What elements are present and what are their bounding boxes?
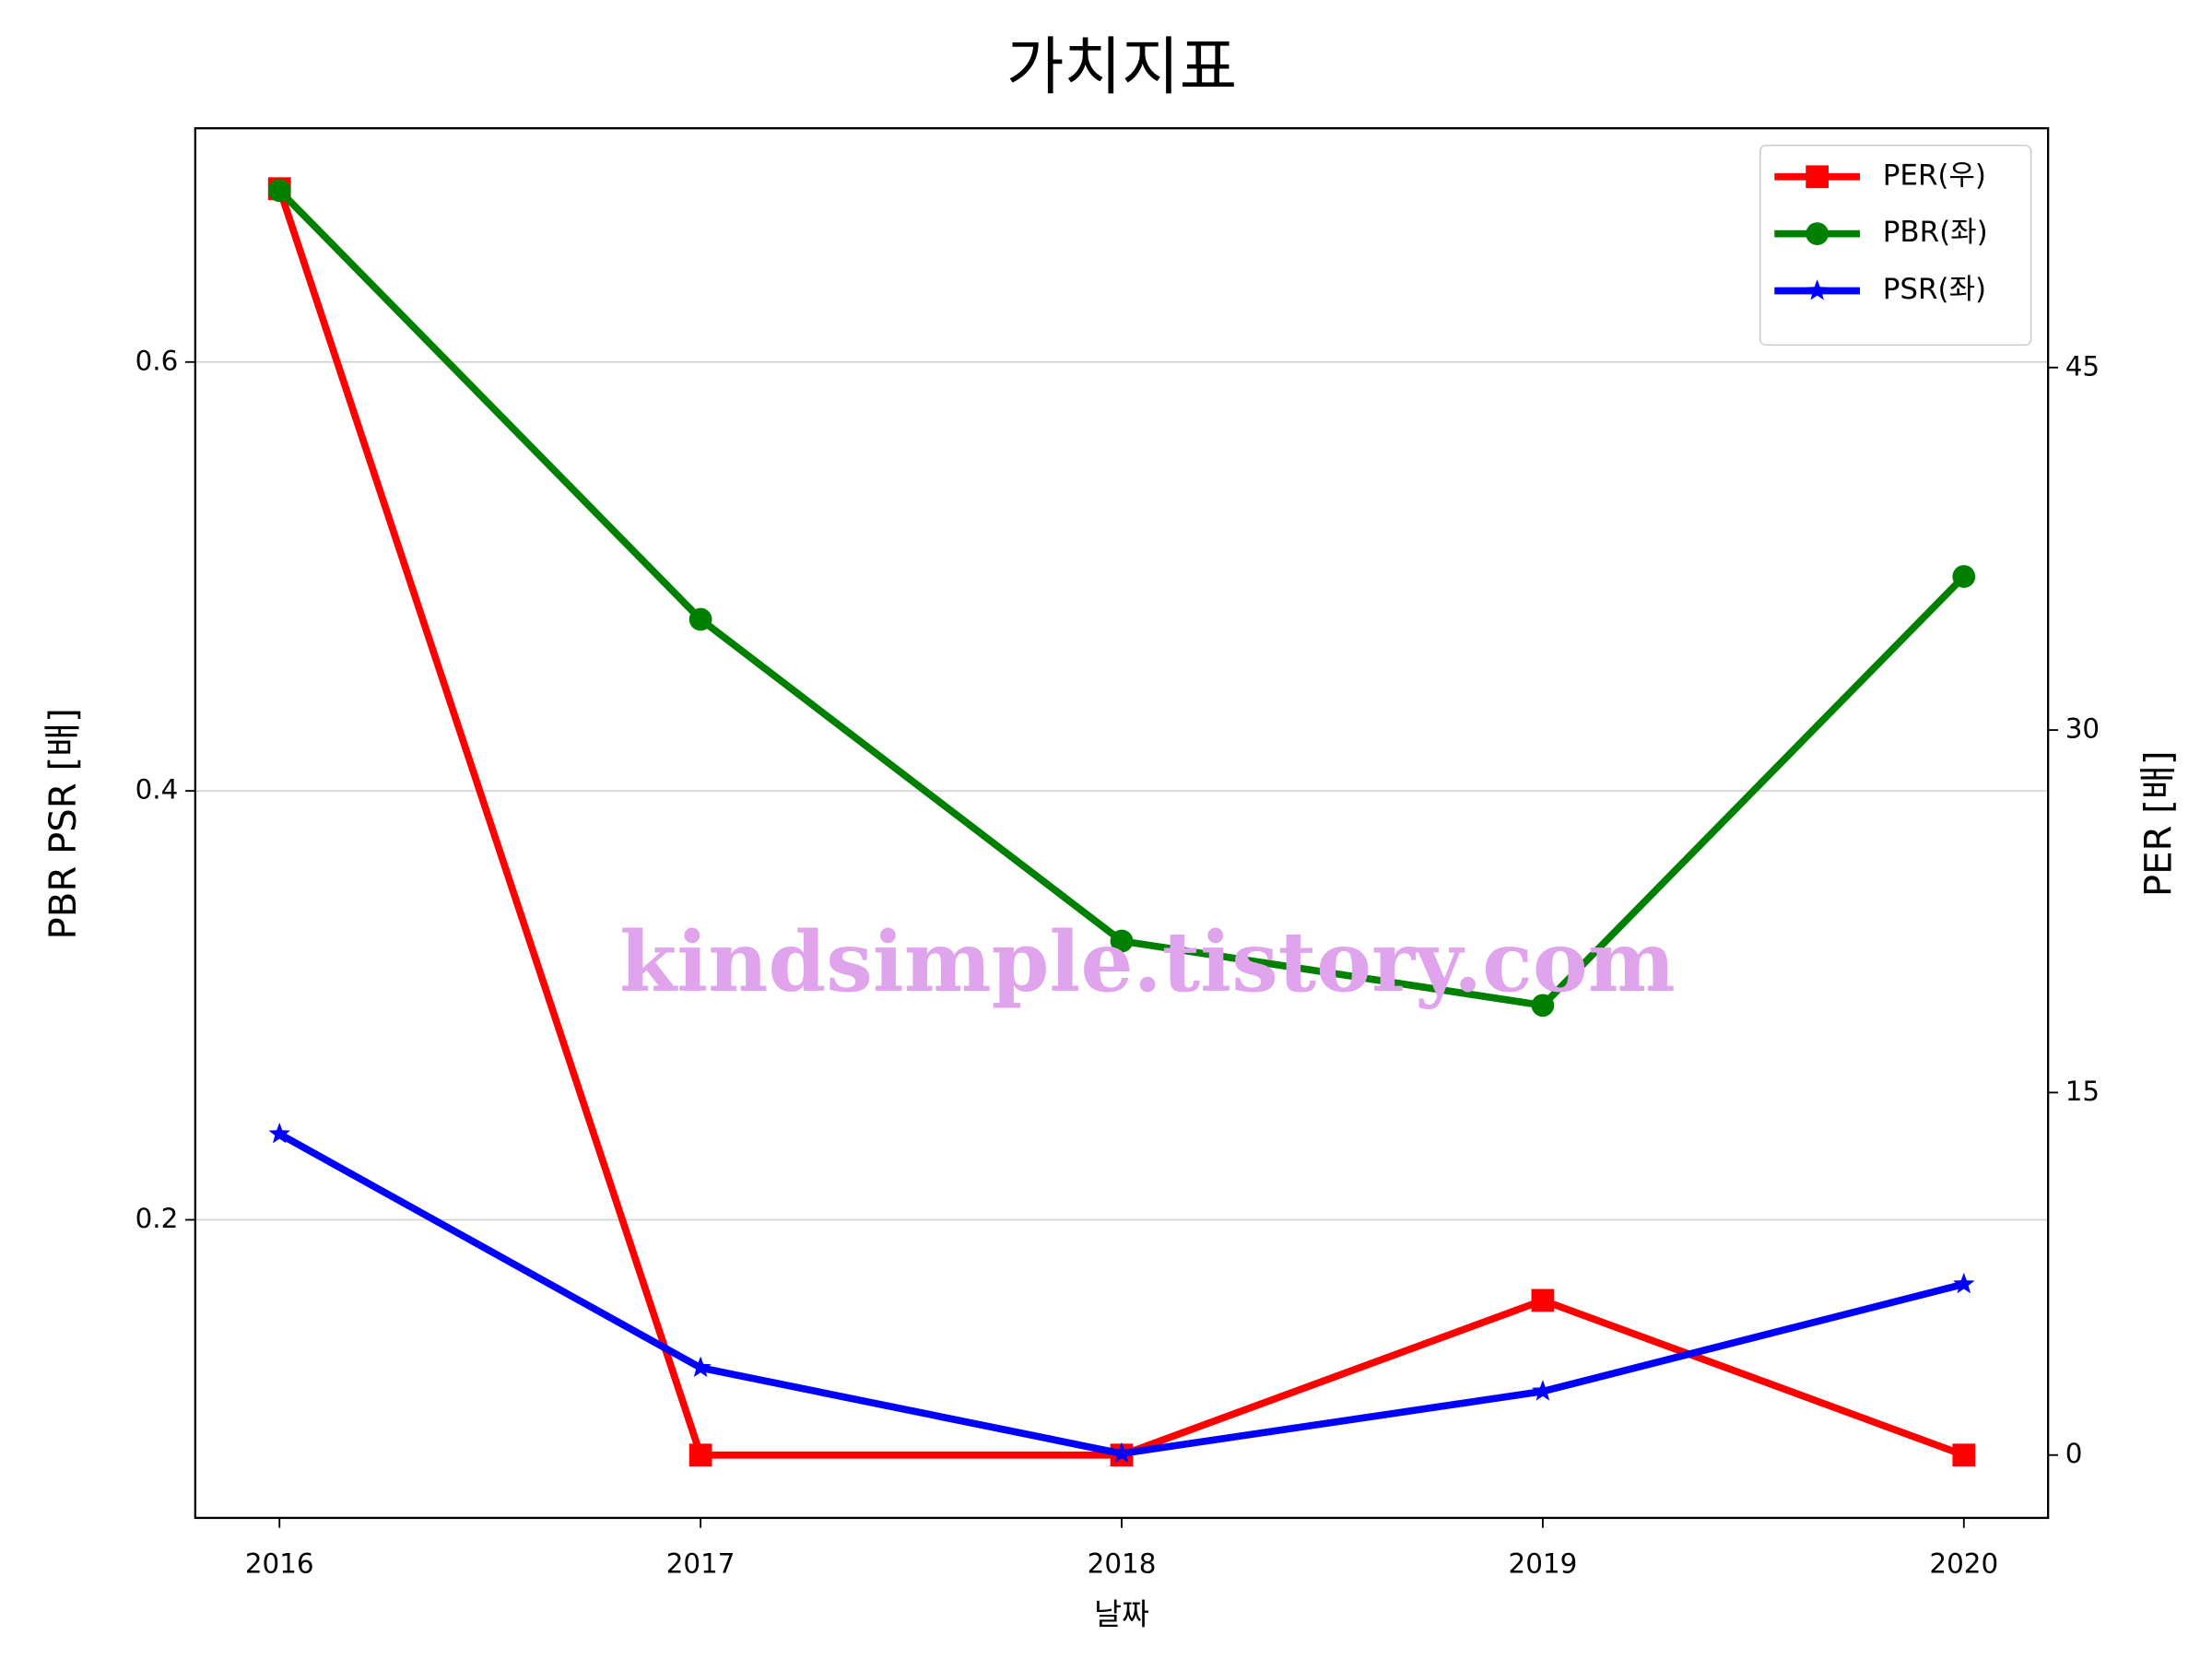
marker — [1531, 1288, 1555, 1312]
marker — [268, 1123, 290, 1144]
marker — [1110, 929, 1134, 953]
legend-label: PBR(좌) — [1883, 216, 1988, 249]
legend-box — [1759, 144, 2032, 346]
y-axis-label: PBR PSR [배] — [42, 708, 85, 939]
plot-frame — [194, 127, 2050, 1520]
y-tick-label: 0.4 — [135, 774, 179, 806]
marker — [1806, 279, 1829, 300]
x-tick-label: 2018 — [1088, 1547, 1157, 1579]
marker — [1532, 1380, 1554, 1401]
marker — [1531, 994, 1555, 1018]
marker — [1952, 565, 1976, 588]
legend-label: PER(우) — [1883, 159, 1986, 192]
y2-tick-label: 15 — [2065, 1076, 2100, 1107]
x-tick-label: 2019 — [1509, 1547, 1578, 1579]
chart-title: 가치지표 — [1006, 31, 1237, 104]
x-tick-label: 2017 — [666, 1547, 735, 1579]
marker — [688, 607, 712, 631]
marker — [1111, 1441, 1133, 1464]
legend-label: PSR(좌) — [1883, 273, 1986, 306]
marker — [1806, 222, 1830, 245]
marker — [688, 1443, 712, 1467]
marker — [1953, 1272, 1975, 1294]
y2-tick-label: 30 — [2065, 713, 2100, 745]
marker — [267, 179, 291, 203]
y2-tick-label: 45 — [2065, 350, 2100, 382]
watermark: kindsimple.tistory.com — [619, 914, 1676, 1011]
y-tick-label: 0.6 — [135, 345, 179, 376]
marker — [1806, 165, 1830, 189]
legend: PER(우) PBR(좌) PSR(좌) — [1759, 144, 2032, 346]
y-tick-label: 0.2 — [135, 1203, 179, 1234]
y2-tick-label: 0 — [2065, 1438, 2083, 1469]
x-axis-label: 날짜 — [1094, 1597, 1149, 1632]
marker — [689, 1356, 712, 1378]
y2-axis-label: PER [배] — [2137, 750, 2180, 897]
x-tick-label: 2020 — [1929, 1547, 1998, 1579]
marker — [1952, 1443, 1976, 1467]
x-tick-label: 2016 — [245, 1547, 314, 1579]
